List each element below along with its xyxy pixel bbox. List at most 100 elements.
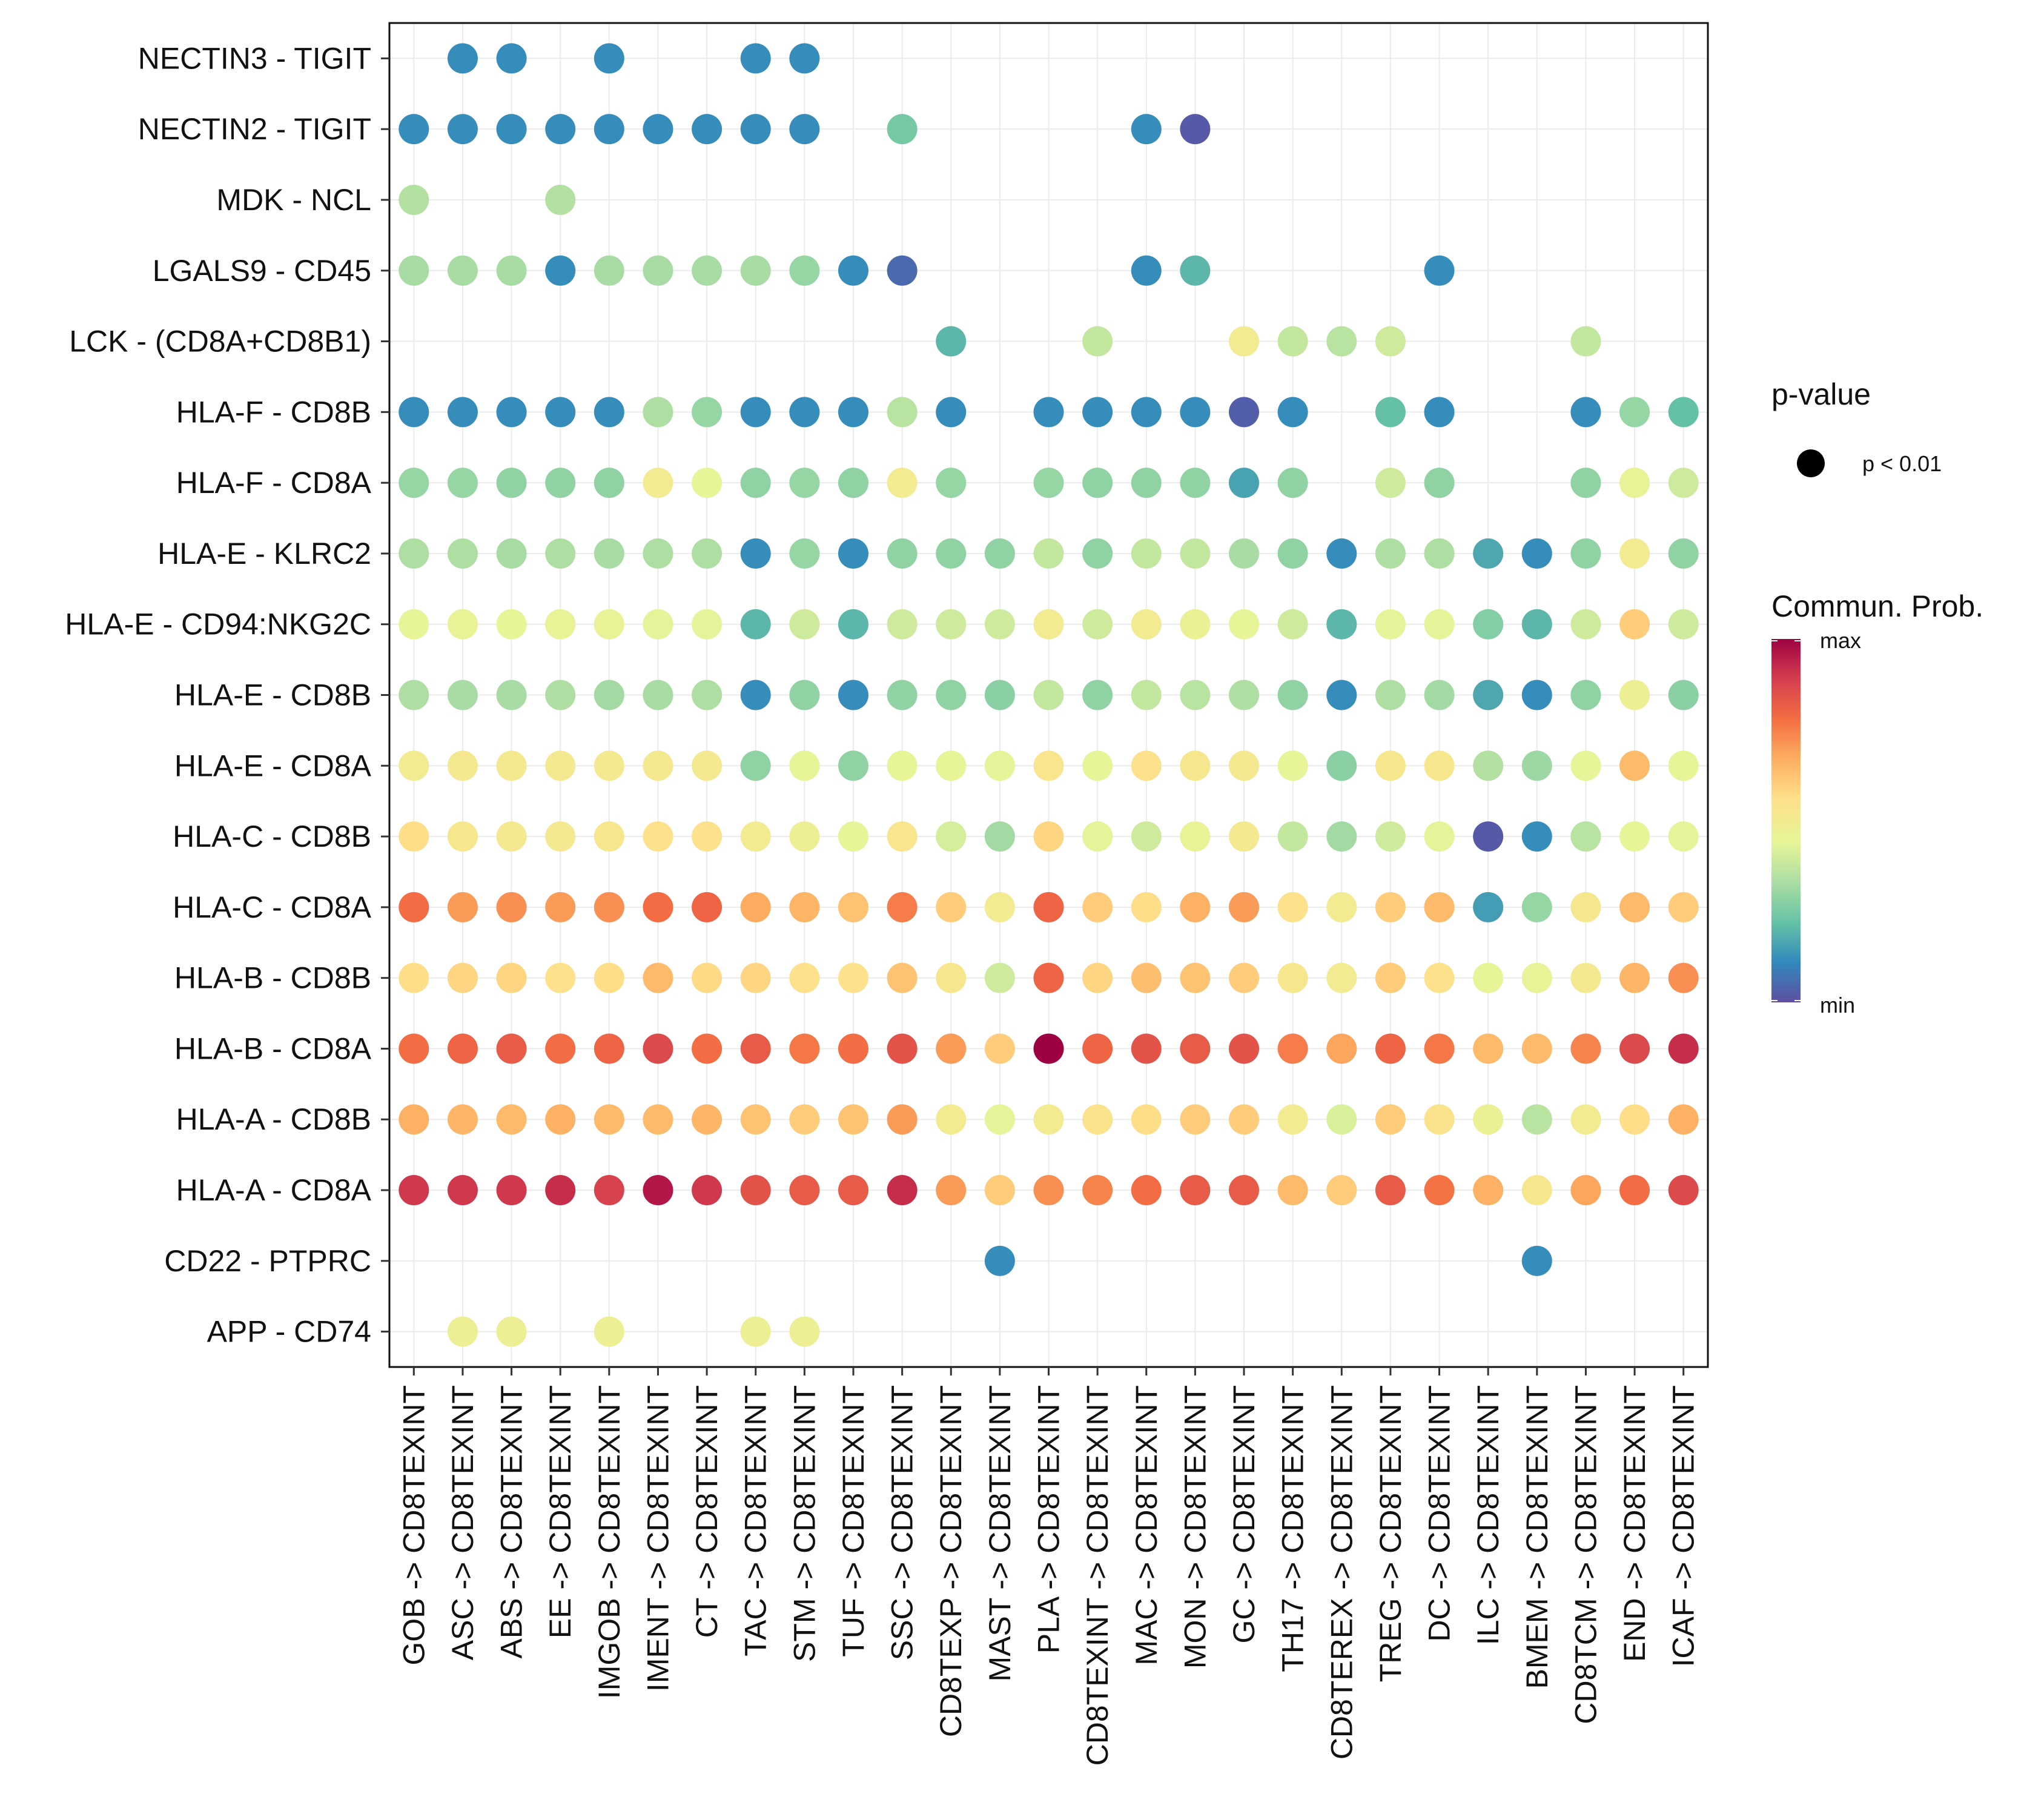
data-point	[789, 680, 820, 710]
data-point	[1131, 821, 1162, 852]
data-point	[643, 255, 673, 286]
x-tick-label: MAC -> CD8TEXINT	[1129, 1385, 1163, 1666]
data-point	[1326, 750, 1357, 781]
data-point	[692, 468, 723, 498]
data-point	[692, 114, 723, 145]
x-tick-label: ILC -> CD8TEXINT	[1471, 1385, 1505, 1645]
data-point	[496, 821, 527, 852]
data-point	[1473, 609, 1504, 640]
data-point	[984, 821, 1015, 852]
data-point	[789, 538, 820, 569]
color-legend-title: Commun. Prob.	[1771, 589, 1983, 623]
data-point	[838, 821, 868, 852]
y-tick-label: LCK - (CD8A+CD8B1)	[69, 325, 371, 359]
x-tick-label: DC -> CD8TEXINT	[1423, 1385, 1457, 1642]
data-point	[838, 680, 868, 710]
data-point	[838, 962, 868, 993]
data-point	[1082, 892, 1113, 922]
data-point	[936, 1104, 967, 1135]
data-point	[740, 821, 771, 852]
data-point	[594, 468, 624, 498]
data-point	[545, 538, 576, 569]
data-point	[1082, 750, 1113, 781]
data-point	[1033, 962, 1064, 993]
data-point	[1619, 1175, 1650, 1206]
data-point	[789, 397, 820, 428]
data-point	[594, 892, 624, 922]
data-point	[1131, 397, 1162, 428]
color-bar	[1771, 639, 1801, 1002]
x-tick-label: CT -> CD8TEXINT	[690, 1385, 724, 1638]
data-point	[1277, 1033, 1308, 1064]
data-point	[1082, 1033, 1113, 1064]
data-point	[545, 184, 576, 215]
data-point	[1424, 1175, 1455, 1206]
data-point	[936, 892, 967, 922]
x-tick-label: STM -> CD8TEXINT	[787, 1385, 821, 1662]
x-tick-label: END -> CD8TEXINT	[1618, 1385, 1652, 1662]
data-point	[1570, 1104, 1601, 1135]
data-point	[1424, 750, 1455, 781]
data-point	[545, 821, 576, 852]
y-tick-label: HLA-A - CD8B	[176, 1102, 371, 1136]
data-point	[594, 1175, 624, 1206]
data-point	[1375, 892, 1406, 922]
data-point	[984, 1175, 1015, 1206]
data-point	[399, 1033, 429, 1064]
data-point	[887, 821, 918, 852]
data-point	[1668, 1033, 1699, 1064]
data-point	[740, 680, 771, 710]
data-point	[1668, 680, 1699, 710]
data-point	[1521, 680, 1552, 710]
data-point	[496, 397, 527, 428]
data-point	[1619, 821, 1650, 852]
data-point	[887, 397, 918, 428]
data-point	[838, 750, 868, 781]
data-point	[545, 1104, 576, 1135]
data-point	[1131, 892, 1162, 922]
data-point	[496, 1033, 527, 1064]
data-point	[1180, 538, 1211, 569]
data-point	[1424, 468, 1455, 498]
y-tick-label: HLA-E - CD8B	[174, 678, 371, 712]
data-point	[1473, 1104, 1504, 1135]
data-point	[789, 43, 820, 74]
data-point	[789, 114, 820, 145]
y-tick-label: HLA-F - CD8B	[176, 395, 371, 429]
data-point	[740, 892, 771, 922]
data-point	[643, 1033, 673, 1064]
y-tick-label: HLA-A - CD8A	[176, 1173, 372, 1207]
data-point	[545, 609, 576, 640]
data-point	[936, 468, 967, 498]
data-point	[1229, 892, 1260, 922]
data-point	[984, 750, 1015, 781]
data-point	[984, 892, 1015, 922]
data-point	[1570, 821, 1601, 852]
x-tick-label: TAC -> CD8TEXINT	[739, 1385, 773, 1656]
data-point	[692, 1175, 723, 1206]
data-point	[447, 1104, 478, 1135]
data-point	[1570, 468, 1601, 498]
data-point	[1180, 468, 1211, 498]
data-point	[1668, 750, 1699, 781]
data-point	[984, 1033, 1015, 1064]
data-point	[1473, 538, 1504, 569]
data-point	[545, 962, 576, 993]
data-point	[643, 1104, 673, 1135]
data-point	[1033, 821, 1064, 852]
data-point	[1180, 1104, 1211, 1135]
data-point	[1033, 1033, 1064, 1064]
data-point	[399, 680, 429, 710]
data-point	[1033, 468, 1064, 498]
data-point	[1277, 609, 1308, 640]
data-point	[1033, 1104, 1064, 1135]
data-point	[1131, 962, 1162, 993]
data-point	[594, 680, 624, 710]
data-point	[1277, 1175, 1308, 1206]
data-point	[447, 750, 478, 781]
data-point	[692, 609, 723, 640]
data-point	[887, 962, 918, 993]
data-point	[399, 1175, 429, 1206]
data-point	[399, 255, 429, 286]
data-point	[1229, 326, 1260, 357]
